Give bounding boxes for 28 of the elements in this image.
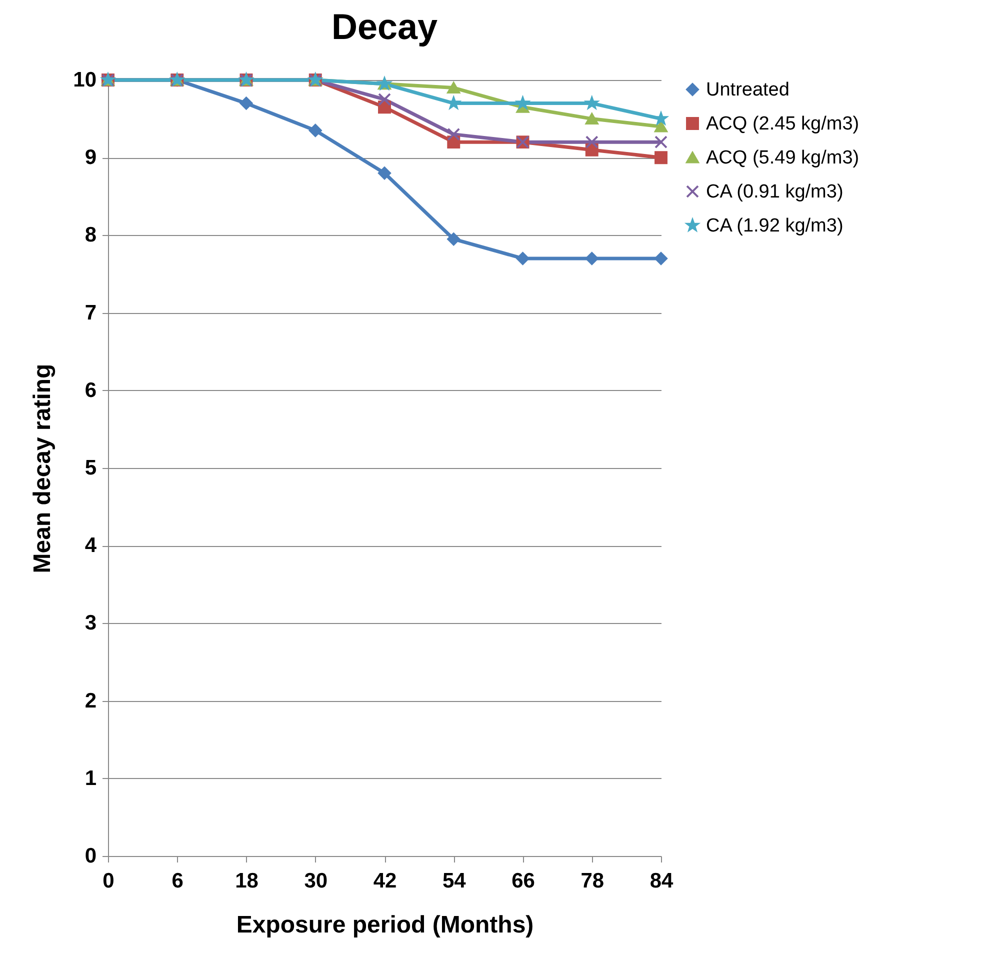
legend-label: Untreated <box>706 80 790 100</box>
x-tick-label: 78 <box>580 870 604 892</box>
chart-title: Decay <box>331 6 438 47</box>
y-tick-label: 2 <box>84 689 96 712</box>
x-tick-label: 54 <box>442 870 466 892</box>
x-tick-label: 42 <box>373 870 397 892</box>
legend-label: CA (1.92 kg/m3) <box>706 216 844 236</box>
y-tick-label: 9 <box>84 146 96 170</box>
y-tick-label: 5 <box>84 456 97 480</box>
legend-label: CA (0.91 kg/m3) <box>706 182 844 202</box>
y-tick-label: 8 <box>84 224 97 247</box>
y-tick-label: 10 <box>73 68 96 92</box>
legend-label: ACQ (2.45 kg/m3) <box>706 114 860 134</box>
x-tick-label: 6 <box>172 870 184 892</box>
y-tick-label: 3 <box>84 612 96 635</box>
y-tick-label: 6 <box>84 378 96 402</box>
y-tick-label: 0 <box>84 844 96 868</box>
y-axis-title: Mean decay rating <box>29 364 56 574</box>
x-tick-label: 18 <box>235 870 259 892</box>
x-tick-label: 30 <box>304 870 328 892</box>
legend-label: ACQ (5.49 kg/m3) <box>706 148 860 168</box>
y-tick-label: 7 <box>84 301 96 324</box>
x-axis-title: Exposure period (Months) <box>236 912 534 938</box>
y-tick-label: 1 <box>84 766 97 790</box>
y-tick-label: 4 <box>84 534 97 558</box>
x-tick-label: 0 <box>102 870 114 892</box>
x-tick-label: 66 <box>512 870 535 892</box>
x-tick-label: 84 <box>650 870 674 892</box>
